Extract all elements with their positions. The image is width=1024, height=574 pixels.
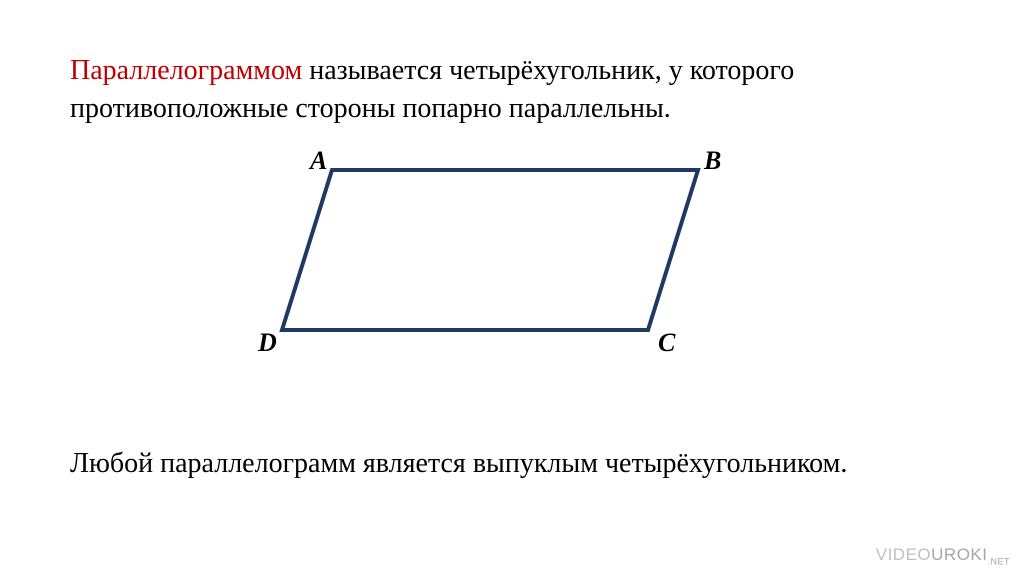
definition-line2: противоположные стороны попарно параллел… [70, 93, 671, 124]
definition-rest1: называется четырёхугольник, у которого [302, 55, 794, 86]
parallelogram-diagram: A B C D [0, 150, 1024, 410]
vertex-label-b: B [704, 146, 721, 176]
definition-term: Параллелограммом [70, 55, 302, 86]
watermark-brand1: VIDEO [876, 545, 931, 564]
statement-text: Любой параллелограмм является выпуклым ч… [70, 445, 954, 483]
parallelogram-shape [282, 170, 698, 330]
watermark-sub: .NET [987, 556, 1010, 566]
watermark: VIDEOUROKI.NET [876, 545, 1010, 566]
watermark-brand2: UROKI [931, 545, 987, 564]
parallelogram-svg [0, 150, 1024, 410]
definition-text: Параллелограммом называется четырёхуголь… [70, 52, 954, 128]
vertex-label-a: A [310, 146, 327, 176]
vertex-label-c: C [658, 328, 675, 358]
vertex-label-d: D [258, 328, 277, 358]
